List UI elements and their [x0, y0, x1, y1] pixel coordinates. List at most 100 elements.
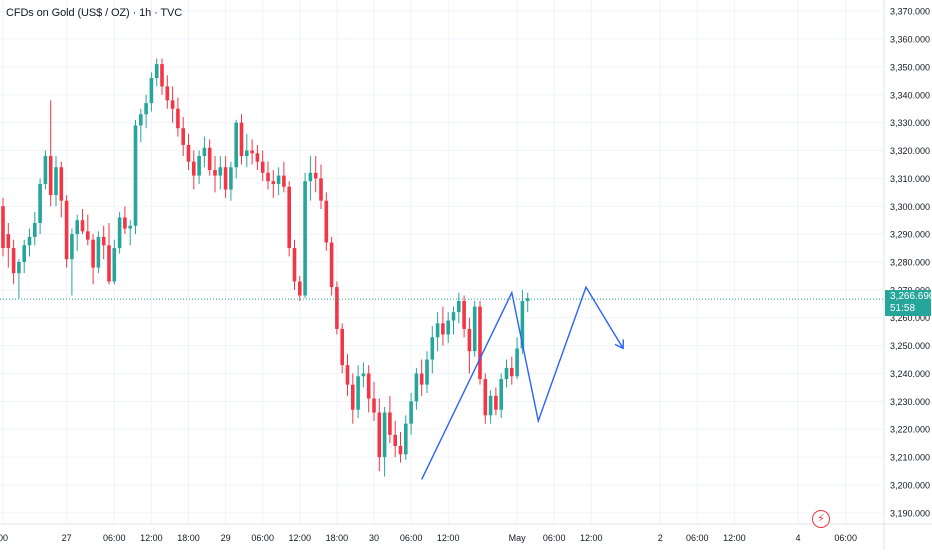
candle-body: [404, 423, 408, 455]
candle-body: [335, 287, 339, 329]
candle-body: [308, 172, 313, 182]
candle-body: [515, 348, 519, 377]
time-axis[interactable]: 00 27 06:00 12:00 18:00 29 06:00 12:00 18:00 30 06…: [0, 523, 932, 543]
candle-body: [112, 248, 117, 282]
candle-body: [260, 161, 265, 173]
x-tick-label: 12:00: [289, 533, 312, 543]
candle-body: [123, 217, 127, 229]
candle-body: [176, 108, 180, 129]
x-tick-label: 06:00: [686, 533, 709, 543]
x-tick-label: 06:00: [400, 533, 423, 543]
y-tick-label: 3,240.000: [890, 369, 930, 379]
candle-body: [282, 175, 286, 187]
candle-body: [139, 114, 143, 126]
candle-body: [388, 412, 392, 435]
candle-body: [1, 206, 5, 249]
candle-body: [414, 373, 419, 402]
candle-body: [324, 200, 329, 243]
y-tick-label: 3,290.000: [890, 230, 930, 240]
candle-body: [128, 225, 132, 229]
candle-body: [329, 242, 334, 288]
candle-body: [213, 170, 217, 176]
x-tick-label: 12:00: [437, 533, 460, 543]
y-tick-label: 3,280.000: [890, 258, 930, 268]
candle-body: [292, 248, 297, 282]
candle-body: [303, 181, 307, 296]
candle-body: [117, 217, 122, 249]
x-tick-label: 06:00: [103, 533, 126, 543]
candle-body: [223, 167, 228, 190]
trend-polyline[interactable]: [421, 285, 624, 480]
candle-body: [372, 398, 376, 413]
candle-body: [510, 367, 514, 377]
candle-body: [409, 401, 413, 424]
candle-body: [59, 167, 64, 201]
candle-body: [472, 306, 477, 352]
candle-body: [107, 245, 111, 282]
candle-body: [419, 373, 424, 385]
candle-body: [170, 100, 175, 109]
trend-arrowhead[interactable]: [614, 339, 624, 350]
last-price-badge: 3,266.690 51:58: [885, 290, 932, 316]
y-tick-label: 3,210.000: [890, 453, 930, 463]
candle-body: [101, 236, 106, 246]
candle-body: [202, 147, 207, 157]
candle-body: [245, 150, 249, 157]
candle-body: [70, 234, 74, 260]
candle-body: [425, 359, 429, 385]
candle-body: [356, 376, 360, 410]
candle-body: [33, 222, 37, 237]
candle-body: [446, 320, 450, 335]
candle-body: [340, 328, 344, 366]
candle-body: [165, 86, 170, 101]
candle-body: [483, 379, 488, 416]
candle-body: [271, 181, 276, 184]
candle-body: [361, 373, 366, 377]
tradingview-flash-icon[interactable]: ⚡: [812, 510, 830, 528]
candle-body: [54, 167, 58, 196]
candle-body: [11, 248, 16, 274]
candle-body: [27, 236, 32, 246]
bar-countdown: 51:58: [890, 303, 916, 314]
candle-body: [38, 183, 42, 223]
x-tick-label: 06:00: [834, 533, 857, 543]
x-tick-label: 2: [658, 533, 663, 543]
candle-body: [462, 301, 466, 329]
candle-body: [239, 122, 244, 157]
candle-body: [48, 156, 53, 196]
candle-body: [298, 281, 302, 296]
candle-body: [266, 172, 270, 182]
x-tick-label: 12:00: [140, 533, 163, 543]
trend-drawing[interactable]: [421, 285, 624, 480]
price-axis[interactable]: 3,190.000 3,200.000 3,210.000 3,220.000 3,23…: [883, 0, 930, 550]
y-tick-label: 3,330.000: [890, 118, 930, 128]
candle-body: [494, 395, 498, 410]
candle-body: [499, 379, 503, 410]
candle-body: [80, 220, 85, 232]
candle-body: [181, 128, 185, 145]
candle-body: [525, 298, 530, 302]
y-tick-label: 3,350.000: [890, 62, 930, 72]
candle-body: [435, 323, 440, 338]
symbol-title[interactable]: CFDs on Gold (US$ / OZ) · 1h · TVC: [6, 7, 183, 19]
x-tick-label: 4: [795, 533, 800, 543]
x-tick-label: 12:00: [723, 533, 746, 543]
candle-body: [451, 312, 456, 321]
candle-body: [319, 178, 323, 201]
candle-body: [255, 153, 260, 162]
candle-body: [234, 122, 238, 168]
candle-body: [96, 236, 101, 268]
candle-body: [75, 220, 79, 235]
y-tick-label: 3,300.000: [890, 202, 930, 212]
candle-body: [229, 167, 233, 190]
candle-body: [197, 156, 201, 176]
candles: [1, 58, 530, 477]
candle-body: [160, 64, 164, 87]
candle-body: [504, 367, 509, 380]
candle-body: [351, 384, 355, 410]
candle-body: [91, 239, 95, 268]
candle-body: [441, 323, 445, 335]
candle-body: [467, 328, 472, 352]
